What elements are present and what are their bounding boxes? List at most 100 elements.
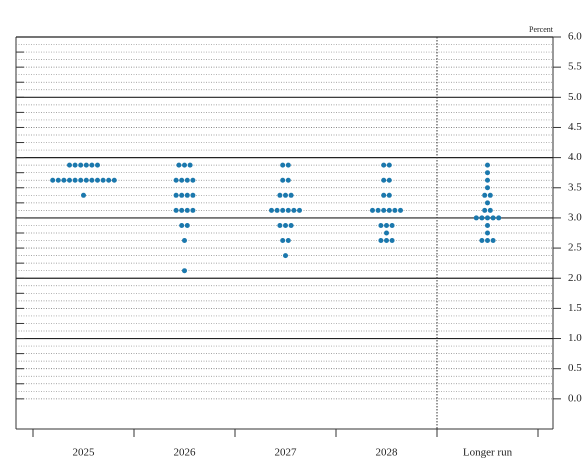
dot (389, 238, 395, 244)
dot (95, 177, 100, 183)
dot (285, 162, 291, 168)
dot (173, 192, 179, 198)
dot (285, 177, 291, 183)
dot (184, 222, 190, 228)
dot (283, 253, 288, 259)
dot (283, 222, 288, 228)
y-tick-label: 3.0 (568, 211, 582, 223)
dot (184, 192, 190, 198)
dot (111, 177, 117, 183)
dot (280, 162, 286, 168)
dot (173, 207, 179, 213)
dot (384, 230, 389, 236)
dot (184, 207, 190, 213)
dot (496, 215, 502, 221)
dot (386, 162, 392, 168)
dot (381, 207, 387, 213)
x-tick-label: 2027 (275, 447, 298, 459)
dot (78, 177, 84, 183)
dot (277, 192, 283, 198)
dot (173, 177, 179, 183)
dot (485, 230, 490, 236)
dot (288, 222, 294, 228)
dot (100, 177, 106, 183)
dot (190, 177, 196, 183)
dot (277, 222, 283, 228)
dot (378, 238, 384, 244)
dot (184, 177, 190, 183)
dot (269, 207, 274, 213)
dot (285, 207, 291, 213)
dot (280, 177, 286, 183)
dot (280, 207, 286, 213)
dot (179, 177, 185, 183)
dot (473, 215, 479, 221)
dot (370, 207, 375, 213)
dot (280, 238, 286, 244)
dot (72, 177, 78, 183)
dot (381, 177, 387, 183)
dot (392, 207, 398, 213)
dot (182, 162, 187, 168)
dot (176, 162, 182, 168)
dot (190, 192, 196, 198)
dot (378, 222, 384, 228)
y-tick-label: 5.5 (568, 61, 582, 73)
x-tick-label: 2028 (376, 447, 399, 459)
dot (487, 192, 493, 198)
dot (485, 238, 490, 244)
dot (482, 207, 488, 213)
dot (384, 222, 389, 228)
dot (485, 177, 490, 183)
dot (78, 162, 84, 168)
y-tick-label: 0.5 (568, 362, 582, 374)
dot (55, 177, 61, 183)
dot (487, 207, 493, 213)
dot (283, 192, 288, 198)
x-tick-label: Longer run (463, 447, 513, 459)
dot (485, 200, 490, 206)
x-tick-label: 2026 (174, 447, 197, 459)
dot (375, 207, 381, 213)
y-tick-label: 1.0 (568, 332, 582, 344)
dot (485, 162, 490, 168)
dot (67, 177, 72, 183)
dot (485, 215, 490, 221)
dot (106, 177, 112, 183)
dot (291, 207, 297, 213)
dot (479, 215, 485, 221)
dot (381, 192, 387, 198)
dot (485, 170, 490, 176)
dot (479, 238, 485, 244)
y-tick-label: 4.5 (568, 121, 582, 133)
axis-label: Percent (529, 25, 554, 34)
dot (386, 207, 392, 213)
dot (182, 268, 187, 274)
dot (384, 238, 389, 244)
dot (81, 192, 86, 198)
dot (83, 177, 89, 183)
x-tick-label: 2025 (73, 447, 96, 459)
dot (288, 192, 294, 198)
dot (182, 238, 187, 244)
y-tick-label: 5.0 (568, 91, 582, 103)
dot (381, 162, 387, 168)
dot (386, 192, 392, 198)
dot (398, 207, 403, 213)
dot (83, 162, 89, 168)
dot (485, 185, 490, 191)
dot (61, 177, 67, 183)
y-tick-label: 2.0 (568, 272, 582, 284)
dot (482, 192, 488, 198)
dot (179, 222, 185, 228)
y-tick-label: 1.5 (568, 302, 582, 314)
dot (274, 207, 280, 213)
dot (179, 192, 185, 198)
dot (190, 207, 196, 213)
dot (50, 177, 56, 183)
dot (187, 162, 193, 168)
dot (297, 207, 302, 213)
dot (490, 238, 496, 244)
dot (490, 215, 496, 221)
